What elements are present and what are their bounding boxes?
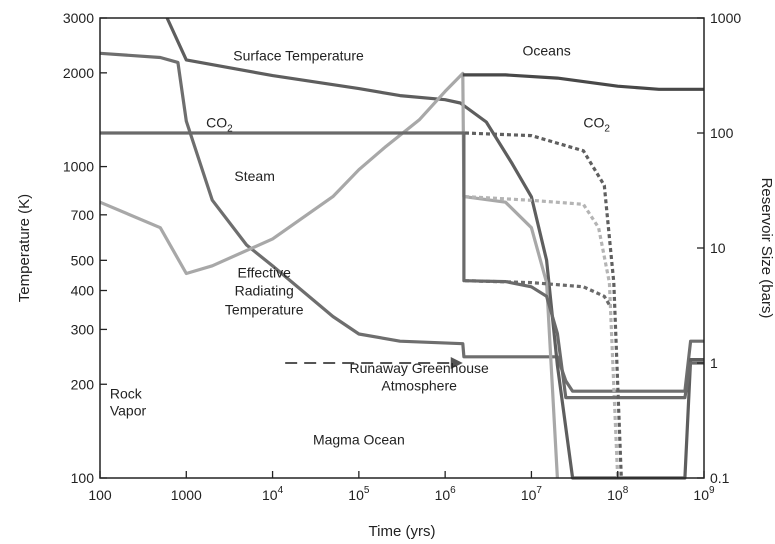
series-line-6 xyxy=(464,279,611,306)
y-left-tick-label-5: 700 xyxy=(71,207,95,223)
x-tick-label-1: 1000 xyxy=(171,487,202,503)
y-right-tick-label-3: 100 xyxy=(710,125,734,141)
annotation-3: Oceans xyxy=(522,43,570,59)
plot-marks xyxy=(99,17,704,480)
x-tick-label-3: 105 xyxy=(348,485,370,503)
y-left-tick-label-3: 400 xyxy=(71,283,95,299)
annotation-6: Radiating xyxy=(235,283,294,299)
y-left-tick-label-4: 500 xyxy=(71,252,95,268)
runaway-arrow-head xyxy=(450,357,463,369)
y-axis-right-title: Reservoir Size (bars) xyxy=(758,178,775,319)
annotation-7: Temperature xyxy=(225,301,304,317)
annotation-5: Effective xyxy=(237,265,291,281)
annotation-8: Runaway Greenhouse xyxy=(350,360,490,376)
annotations: Surface Temperature CO2 CO2 Oceans Steam Effe… xyxy=(110,43,611,448)
annotation-10: Rock xyxy=(110,386,143,402)
y-right-tick-label-1: 1 xyxy=(710,355,718,371)
annotation-9: Atmosphere xyxy=(381,377,457,393)
annotation-4: Steam xyxy=(234,168,274,184)
x-tick-label-7: 109 xyxy=(693,485,715,503)
annotation-11: Vapor xyxy=(110,402,147,418)
y-right-tick-label-4: 1000 xyxy=(710,10,741,26)
y-left-tick-label-0: 100 xyxy=(71,470,95,486)
x-tick-label-2: 104 xyxy=(262,485,284,503)
y-left-tick-label-8: 3000 xyxy=(63,10,94,26)
series-line-7 xyxy=(462,73,704,91)
x-tick-label-6: 108 xyxy=(607,485,629,503)
x-tick-label-5: 107 xyxy=(521,485,543,503)
x-tick-label-0: 100 xyxy=(88,487,112,503)
y-right-tick-label-2: 10 xyxy=(710,240,726,256)
annotation-0: Surface Temperature xyxy=(233,48,364,64)
series-line-5 xyxy=(464,131,623,479)
x-axis-title: Time (yrs) xyxy=(369,523,436,540)
y-left-tick-label-1: 200 xyxy=(71,376,95,392)
y-right-tick-label-0: 0.1 xyxy=(710,470,730,486)
x-tick-label-4: 106 xyxy=(435,485,457,503)
annotation-12: Magma Ocean xyxy=(313,432,405,448)
y-left-tick-label-7: 2000 xyxy=(63,65,94,81)
series-line-0 xyxy=(99,51,704,393)
y-left-tick-label-2: 300 xyxy=(71,321,95,337)
axis-ticks: 100 1000 104 105 106 107 108 109 100 200 300 400 500… xyxy=(63,10,742,503)
y-left-tick-label-6: 1000 xyxy=(63,159,94,175)
annotation-2: CO2 xyxy=(583,115,610,135)
annotation-1: CO2 xyxy=(206,115,233,135)
y-axis-left-title: Temperature (K) xyxy=(16,194,33,302)
series-line-4 xyxy=(100,131,704,400)
